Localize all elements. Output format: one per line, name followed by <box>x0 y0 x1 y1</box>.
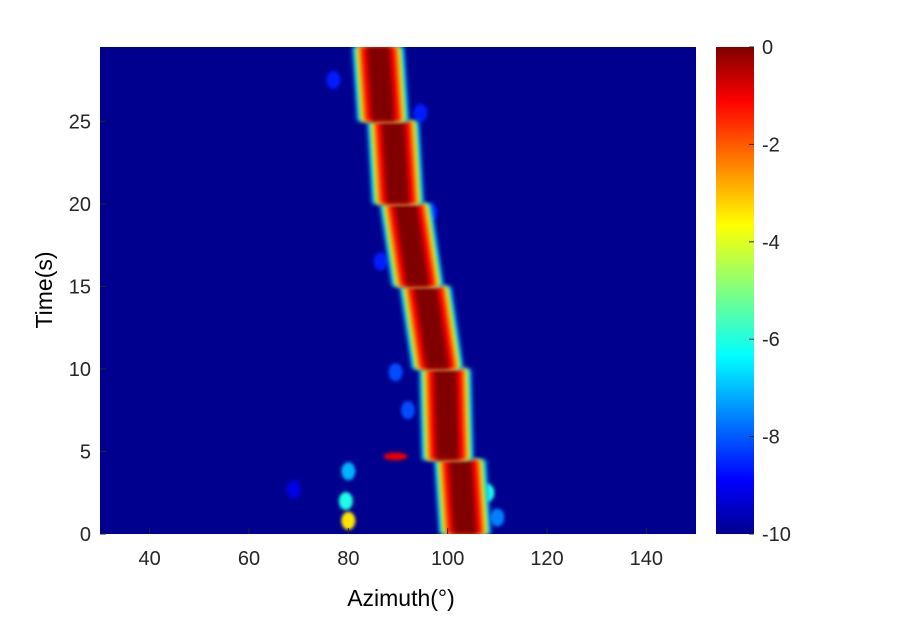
colorbar-tick-label: 0 <box>762 37 773 59</box>
heatmap-cells <box>286 47 505 534</box>
track-segment <box>366 47 395 122</box>
y-tick-label: 5 <box>80 441 91 463</box>
sidelobe-blob <box>490 508 505 527</box>
y-tick-label: 10 <box>69 359 91 381</box>
sidelobe-blob <box>286 480 301 499</box>
colorbar-scale <box>716 47 754 534</box>
sidelobe-blob <box>373 252 388 271</box>
colorbar-tick-label: -4 <box>762 232 780 254</box>
colorbar-tick-label: -10 <box>762 524 791 546</box>
sidelobe-blob <box>413 104 428 123</box>
x-tick-label: 140 <box>630 548 663 570</box>
y-axis: 0 5 10 15 20 25 <box>69 111 106 546</box>
x-axis: 40 60 80 100 120 140 <box>139 528 663 570</box>
x-tick-label: 100 <box>431 548 464 570</box>
plot-area <box>100 47 696 534</box>
colorbar: 0 -2 -4 -6 -8 -10 <box>716 37 791 546</box>
sidelobe-blob <box>341 462 356 481</box>
x-tick-label: 60 <box>238 548 260 570</box>
sidelobe-blob <box>326 71 341 90</box>
y-tick-label: 0 <box>80 524 91 546</box>
track-segment <box>448 459 477 534</box>
sidelobe-blob <box>383 452 408 461</box>
x-tick-label: 40 <box>139 548 161 570</box>
y-axis-label: Time(s) <box>31 251 57 328</box>
x-axis-label: Azimuth(°) <box>347 585 455 611</box>
track-segment <box>413 286 450 369</box>
sidelobe-blob <box>400 401 415 420</box>
sidelobe-blob <box>341 511 356 530</box>
track-segment <box>394 203 430 287</box>
colorbar-tick-label: -8 <box>762 427 780 449</box>
x-tick-label: 80 <box>337 548 359 570</box>
colorbar-ticks: 0 -2 -4 -6 -8 -10 <box>749 37 791 546</box>
x-tick-label: 120 <box>530 548 563 570</box>
track-segment <box>433 368 460 460</box>
colorbar-tick-label: -2 <box>762 134 780 156</box>
track-segment <box>381 121 410 204</box>
y-tick-label: 20 <box>69 194 91 216</box>
sidelobe-blob <box>338 491 353 510</box>
sidelobe-blob <box>388 363 403 382</box>
y-tick-label: 25 <box>69 111 91 133</box>
y-tick-label: 15 <box>69 276 91 298</box>
colorbar-tick-label: -6 <box>762 329 780 351</box>
